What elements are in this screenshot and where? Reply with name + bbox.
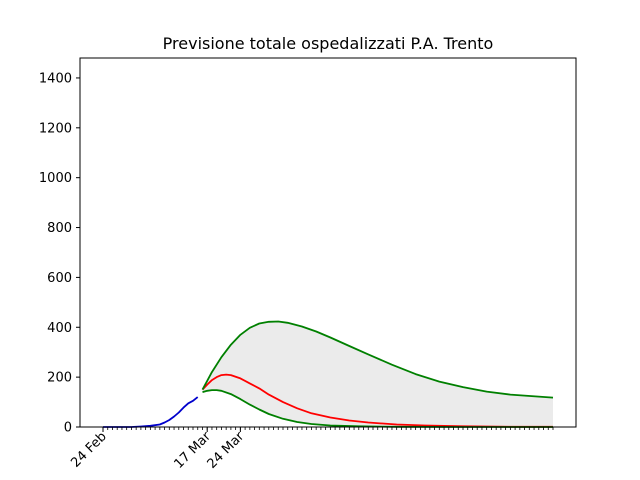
series-line-3 (201, 320, 554, 399)
y-tick-label-1400: 1400 (39, 71, 72, 86)
y-tick-label-800: 800 (47, 221, 72, 236)
chart-title: Previsione totale ospedalizzati P.A. Tre… (163, 34, 494, 53)
series-line-4 (202, 389, 553, 428)
y-tick-label-400: 400 (47, 321, 72, 336)
series-line-2 (201, 373, 553, 428)
y-tick-label-1000: 1000 (39, 171, 72, 186)
y-tick-label-600: 600 (47, 271, 72, 286)
plot-frame (79, 57, 577, 428)
y-tick-label-1200: 1200 (39, 121, 72, 136)
y-tick-label-200: 200 (47, 371, 72, 386)
prediction-band (202, 321, 553, 427)
y-tick-label-0: 0 (64, 421, 72, 436)
